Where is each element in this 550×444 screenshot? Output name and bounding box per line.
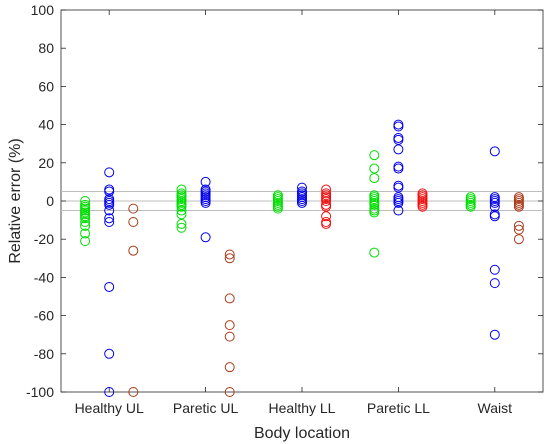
data-point: [200, 197, 211, 208]
x-axis-ticks: Healthy UL Paretic UL Healthy LL Paretic LL…: [75, 10, 513, 416]
y-tick-label: 20: [38, 155, 54, 171]
data-point: [128, 245, 139, 256]
data-point: [104, 281, 115, 292]
y-tick-label: 100: [31, 2, 55, 18]
data-point: [200, 176, 211, 187]
y-tick-label: 60: [38, 78, 54, 94]
reference-lines: [61, 190, 543, 212]
data-point: [224, 362, 235, 373]
data-point: [80, 196, 91, 206]
y-tick-label: 0: [46, 193, 54, 209]
data-point: [393, 163, 404, 174]
data-point: [224, 293, 235, 304]
data-point: [176, 209, 187, 220]
data-point: [369, 199, 380, 210]
data-point: [297, 197, 307, 208]
data-point: [513, 220, 524, 231]
data-point: [321, 211, 332, 222]
x-axis-label: Body location: [254, 425, 350, 442]
x-tick-label: Waist: [478, 400, 513, 416]
data-point: [104, 199, 115, 210]
y-axis-label: Relative error (%): [7, 138, 24, 263]
data-point: [393, 144, 404, 155]
y-tick-label: 40: [38, 117, 54, 133]
data-point: [80, 236, 91, 247]
data-point: [224, 320, 235, 331]
data-point: [489, 278, 500, 289]
data-point: [104, 205, 115, 216]
data-point: [80, 213, 91, 224]
data-point: [513, 234, 524, 245]
data-point: [176, 201, 187, 212]
data-point: [369, 150, 380, 161]
data-point: [489, 201, 500, 212]
data-point: [369, 173, 380, 184]
data-point: [489, 329, 500, 340]
y-axis-ticks: -100 -80 -60 -40 -20 0 20 40 60 80 100: [26, 2, 543, 400]
data-points: [80, 119, 524, 397]
y-tick-label: 80: [38, 40, 54, 56]
data-point: [489, 264, 500, 275]
x-tick-label: Healthy UL: [75, 400, 144, 416]
data-point: [321, 184, 332, 195]
data-point: [176, 205, 187, 216]
data-point: [224, 249, 235, 260]
x-tick-label: Paretic LL: [367, 400, 430, 416]
data-point: [224, 331, 235, 342]
data-point: [128, 387, 139, 397]
data-point: [513, 201, 524, 212]
y-tick-label: -20: [34, 231, 54, 247]
data-point: [128, 203, 139, 214]
data-point: [80, 228, 91, 239]
data-point: [200, 232, 211, 243]
data-point: [104, 348, 115, 359]
y-tick-label: -80: [34, 346, 54, 362]
x-tick-label: Healthy LL: [269, 400, 336, 416]
data-point: [513, 224, 524, 235]
y-tick-label: -60: [34, 308, 54, 324]
data-point: [80, 220, 91, 231]
data-point: [176, 218, 187, 229]
x-tick-label: Paretic UL: [173, 400, 239, 416]
data-point: [393, 121, 404, 132]
data-point: [128, 217, 139, 228]
data-point: [489, 211, 500, 222]
data-point: [104, 387, 115, 397]
data-point: [321, 196, 332, 206]
data-point: [489, 146, 500, 157]
data-point: [369, 207, 380, 218]
data-point: [369, 163, 380, 174]
data-point: [393, 134, 404, 145]
data-point: [393, 182, 404, 193]
data-point: [104, 217, 115, 228]
data-point: [465, 201, 476, 212]
y-tick-label: -40: [34, 269, 54, 285]
data-point: [104, 213, 115, 224]
data-point: [369, 247, 380, 258]
data-point: [297, 182, 307, 193]
data-point: [176, 184, 187, 195]
data-point: [224, 387, 235, 397]
data-point: [80, 217, 91, 228]
data-point: [393, 197, 404, 208]
data-point: [224, 253, 235, 264]
y-tick-label: -100: [26, 384, 54, 400]
data-point: [321, 218, 332, 229]
data-point: [176, 222, 187, 233]
data-point: [393, 205, 404, 216]
data-point: [489, 197, 500, 208]
data-point: [104, 167, 115, 178]
data-point: [321, 201, 332, 212]
data-point: [104, 186, 115, 197]
data-point: [417, 201, 428, 212]
data-point: [272, 203, 283, 214]
